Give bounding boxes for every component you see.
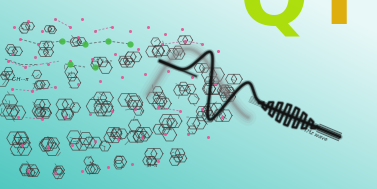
Text: Q: Q [240,0,308,41]
Text: C-H···π: C-H···π [12,77,29,82]
Text: Y: Y [310,0,368,41]
Text: THz wave: THz wave [303,127,328,142]
Text: π···π: π···π [148,163,158,168]
